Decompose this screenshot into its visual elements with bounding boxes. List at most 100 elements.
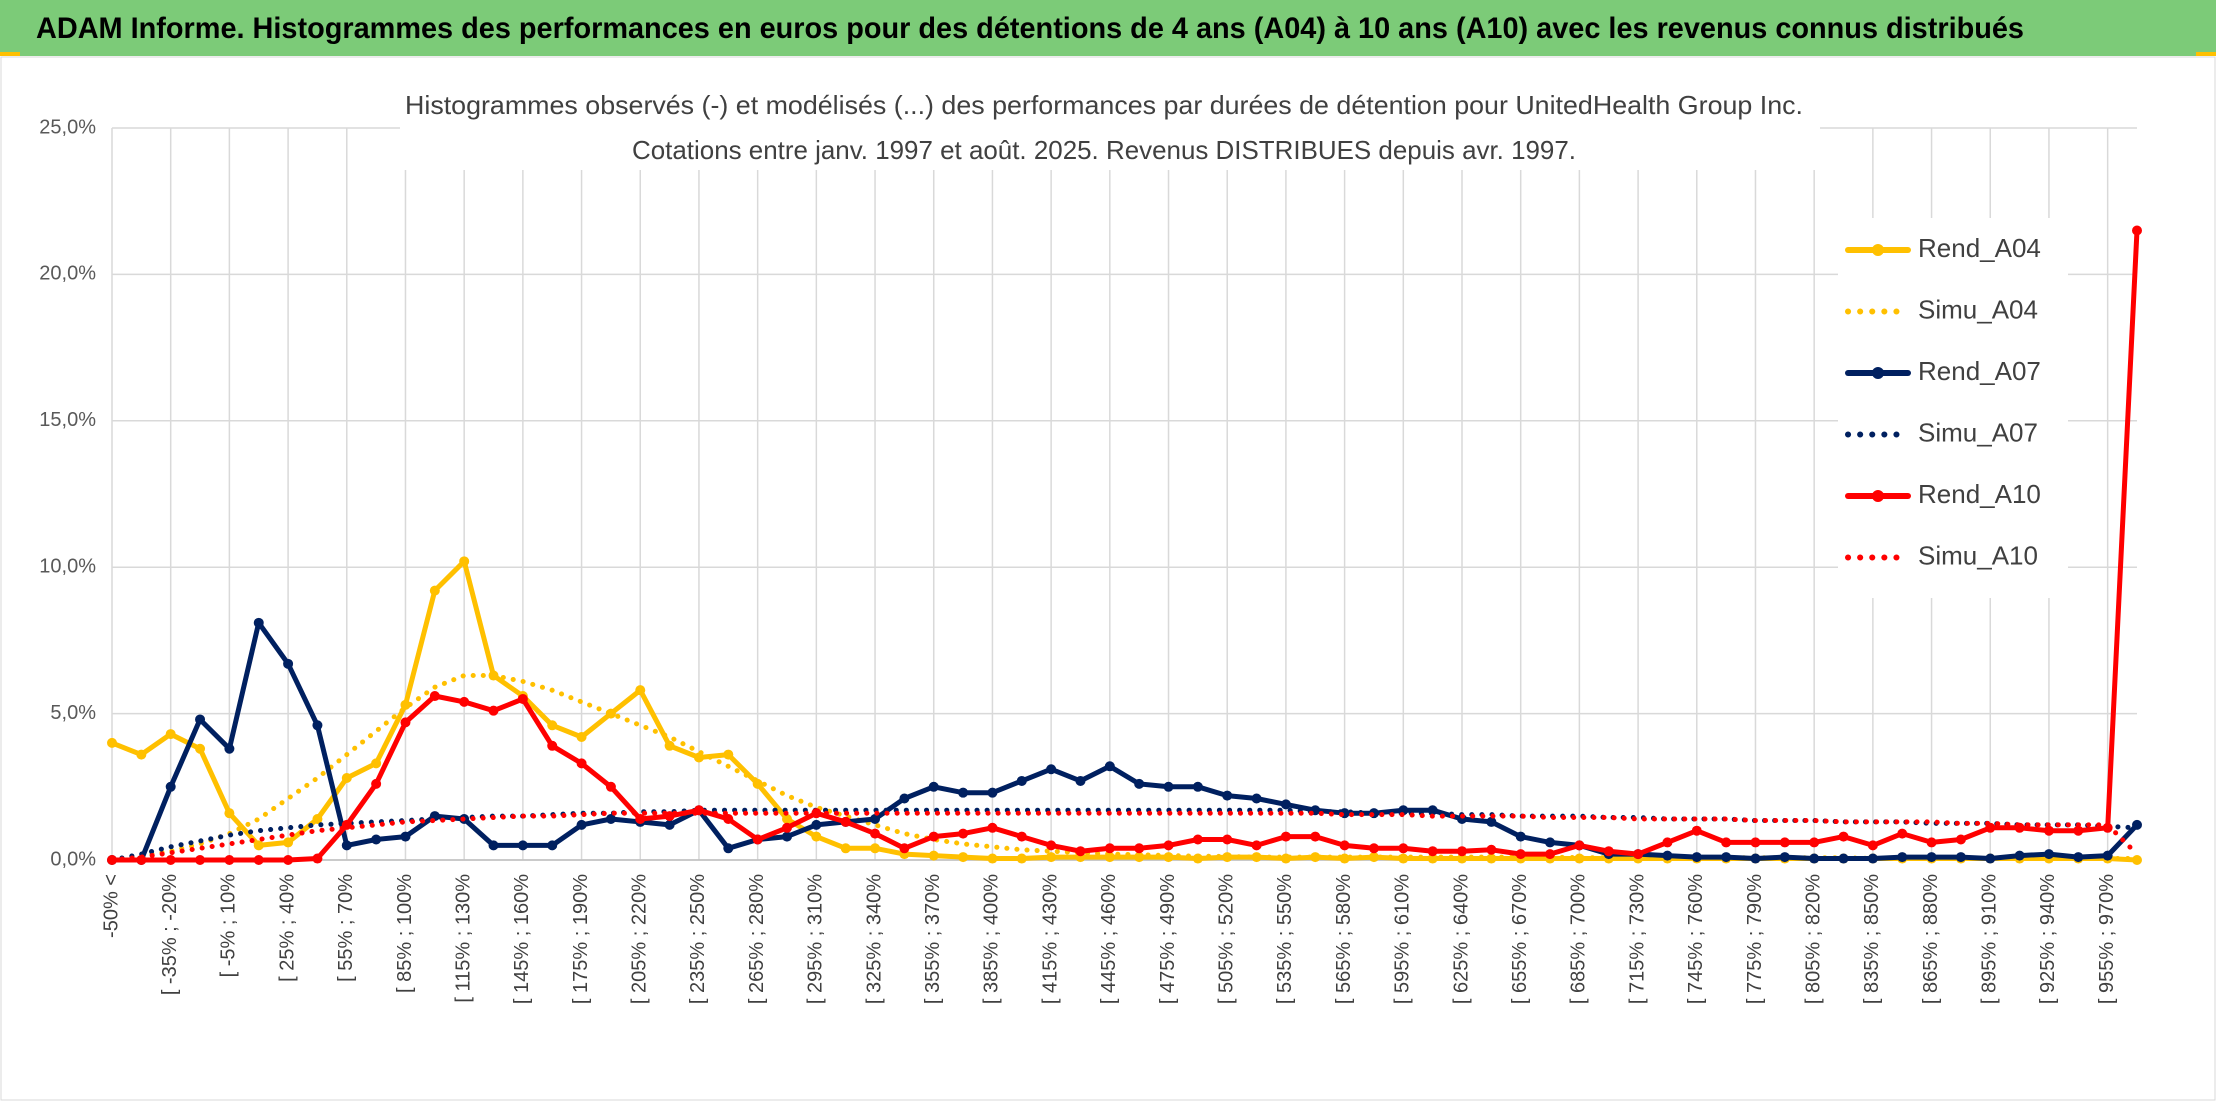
point bbox=[1603, 846, 1614, 857]
point bbox=[1691, 852, 1702, 863]
point bbox=[136, 749, 147, 760]
point bbox=[1192, 834, 1203, 845]
point bbox=[840, 843, 851, 854]
point bbox=[1310, 852, 1321, 863]
point bbox=[576, 819, 587, 830]
point bbox=[1251, 840, 1262, 851]
x-tick-label: [ 415% ; 430% bbox=[1039, 874, 1061, 1004]
x-tick-label: [ 85% ; 100% bbox=[394, 874, 416, 993]
point bbox=[1163, 840, 1174, 851]
point bbox=[928, 781, 939, 792]
observed-line bbox=[109, 228, 2140, 863]
point bbox=[165, 729, 176, 740]
title-backdrop bbox=[400, 88, 1820, 170]
x-tick-label: [ 265% ; 280% bbox=[746, 874, 768, 1004]
x-tick-label: [ 625% ; 640% bbox=[1450, 874, 1472, 1004]
x-tick-label: [ 595% ; 610% bbox=[1392, 874, 1414, 1004]
x-tick-label: [ 565% ; 580% bbox=[1333, 874, 1355, 1004]
point bbox=[547, 740, 558, 751]
point bbox=[459, 556, 470, 567]
point bbox=[1046, 764, 1057, 775]
point bbox=[341, 773, 352, 784]
point bbox=[1691, 825, 1702, 836]
point bbox=[1926, 837, 1937, 848]
point bbox=[1867, 840, 1878, 851]
point bbox=[1515, 831, 1526, 842]
point bbox=[253, 617, 264, 628]
x-tick-label: [ 775% ; 790% bbox=[1744, 874, 1766, 1004]
point bbox=[1016, 831, 1027, 842]
point bbox=[723, 814, 734, 825]
point bbox=[283, 658, 294, 669]
point bbox=[840, 816, 851, 827]
point bbox=[1750, 837, 1761, 848]
point bbox=[1457, 846, 1467, 857]
model-line bbox=[109, 807, 2140, 863]
point bbox=[1809, 853, 1820, 864]
point bbox=[1779, 852, 1790, 863]
point bbox=[429, 585, 440, 596]
point bbox=[2073, 825, 2084, 836]
observed-line bbox=[109, 620, 2140, 863]
point bbox=[1222, 834, 1233, 845]
point bbox=[605, 814, 616, 825]
point bbox=[1222, 790, 1233, 801]
x-tick-label: [ 925% ; 940% bbox=[2037, 874, 2059, 1004]
y-tick-label: 5,0% bbox=[50, 702, 96, 724]
y-tick-label: 0,0% bbox=[50, 848, 96, 870]
point bbox=[371, 834, 382, 845]
y-tick-label: 25,0% bbox=[39, 116, 96, 138]
point bbox=[312, 853, 323, 864]
point bbox=[400, 717, 411, 728]
point bbox=[958, 828, 969, 839]
legend-label: Rend_A10 bbox=[1918, 479, 2041, 509]
point bbox=[1016, 853, 1027, 864]
point bbox=[1104, 843, 1115, 854]
point bbox=[1955, 852, 1966, 863]
point bbox=[1955, 834, 1966, 845]
point bbox=[1662, 850, 1673, 861]
point bbox=[1662, 837, 1673, 848]
point bbox=[1486, 816, 1497, 827]
point bbox=[1897, 828, 1908, 839]
point bbox=[1897, 852, 1908, 863]
point bbox=[165, 855, 176, 865]
point bbox=[1104, 761, 1115, 772]
point bbox=[195, 855, 206, 865]
point bbox=[1486, 844, 1497, 855]
point bbox=[811, 819, 822, 830]
point bbox=[899, 793, 910, 804]
x-tick-label: [ 895% ; 910% bbox=[1979, 874, 2001, 1004]
x-tick-label: [ 445% ; 460% bbox=[1098, 874, 1120, 1004]
point bbox=[987, 853, 998, 864]
x-tick-label: [ 235% ; 250% bbox=[687, 874, 709, 1004]
point bbox=[664, 740, 675, 751]
point bbox=[459, 696, 470, 707]
point bbox=[723, 843, 734, 854]
point bbox=[253, 840, 264, 851]
point bbox=[870, 828, 881, 839]
legend-marker bbox=[1872, 367, 1884, 379]
point bbox=[107, 737, 117, 748]
x-tick-label: [ 505% ; 520% bbox=[1215, 874, 1237, 1004]
x-tick-label: [ -35% ; -20% bbox=[159, 874, 181, 995]
x-tick-label: [ 385% ; 400% bbox=[981, 874, 1003, 1004]
point bbox=[1192, 781, 1203, 792]
point bbox=[1075, 775, 1086, 786]
legend-label: Simu_A07 bbox=[1918, 417, 2038, 447]
point bbox=[1398, 843, 1409, 854]
x-tick-label: [ 865% ; 880% bbox=[1920, 874, 1942, 1004]
point bbox=[1046, 840, 1057, 851]
legend-label: Rend_A04 bbox=[1918, 233, 2041, 263]
point bbox=[1779, 837, 1790, 848]
point bbox=[2043, 825, 2054, 836]
chart-subtitle: Cotations entre janv. 1997 et août. 2025… bbox=[632, 135, 1576, 165]
point bbox=[312, 720, 323, 731]
point bbox=[870, 814, 881, 825]
point bbox=[1427, 846, 1438, 857]
x-tick-label: [ 955% ; 970% bbox=[2096, 874, 2118, 1004]
point bbox=[195, 714, 206, 725]
point bbox=[987, 822, 998, 833]
point bbox=[1310, 831, 1321, 842]
